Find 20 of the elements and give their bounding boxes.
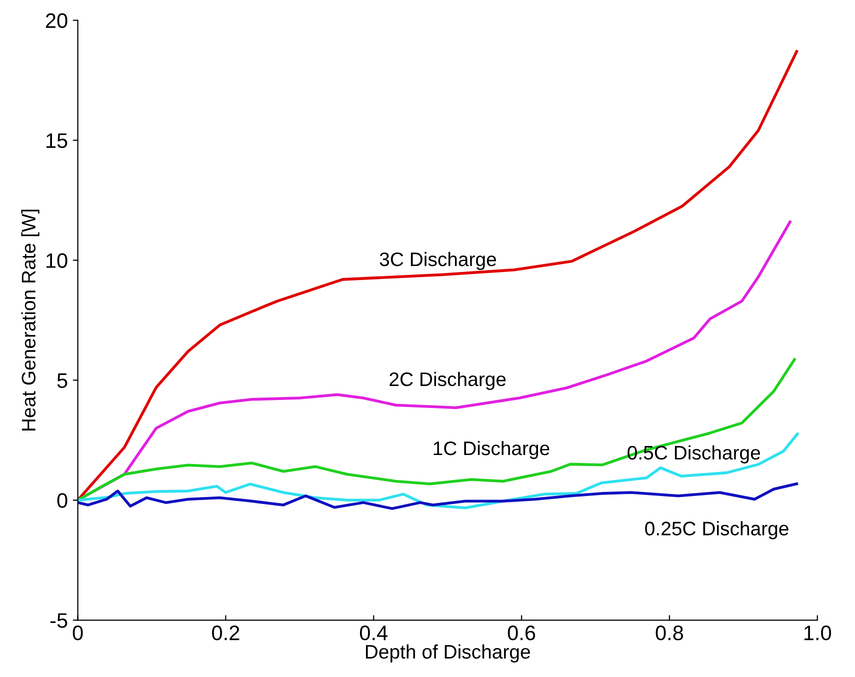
series-label: 1C Discharge <box>434 440 550 460</box>
y-tick-label: 20 <box>46 13 68 28</box>
x-tick-label: 0 <box>72 626 83 640</box>
series-label: 0.25C Discharge <box>645 521 788 540</box>
y-tick-label: -5 <box>50 613 68 628</box>
series-label: 3C Discharge <box>380 252 496 270</box>
y-tick-label: 5 <box>57 373 68 388</box>
y-tick-label: 10 <box>46 253 68 268</box>
series-label: 2C Discharge <box>390 372 506 390</box>
y-tick-label: 15 <box>46 133 68 148</box>
x-tick-label: 1.0 <box>804 626 832 640</box>
x-tick-label: 0.2 <box>212 626 240 640</box>
line-series <box>78 482 798 510</box>
y-tick-label: 0 <box>57 493 68 508</box>
line-series <box>78 432 799 510</box>
x-tick-label: 0.6 <box>508 626 536 640</box>
x-axis-title: Depth of Discharge <box>366 644 530 663</box>
x-tick-label: 0.4 <box>360 626 388 640</box>
y-axis-title: Heat Generation Rate [W] <box>21 210 40 430</box>
x-tick-label: 0.8 <box>656 626 684 640</box>
